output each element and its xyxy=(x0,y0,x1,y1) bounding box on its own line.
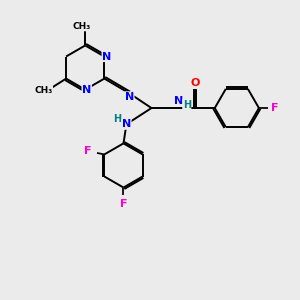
Text: N: N xyxy=(102,52,111,61)
Text: F: F xyxy=(120,199,127,209)
Text: N: N xyxy=(82,85,91,94)
Text: N: N xyxy=(174,96,184,106)
Text: CH₃: CH₃ xyxy=(34,86,52,95)
Text: F: F xyxy=(84,146,92,157)
Text: N: N xyxy=(125,92,134,102)
Text: F: F xyxy=(272,103,279,113)
Text: CH₃: CH₃ xyxy=(73,22,91,31)
Text: O: O xyxy=(191,78,200,88)
Text: H: H xyxy=(183,100,191,110)
Text: H: H xyxy=(113,114,122,124)
Text: N: N xyxy=(122,119,131,129)
